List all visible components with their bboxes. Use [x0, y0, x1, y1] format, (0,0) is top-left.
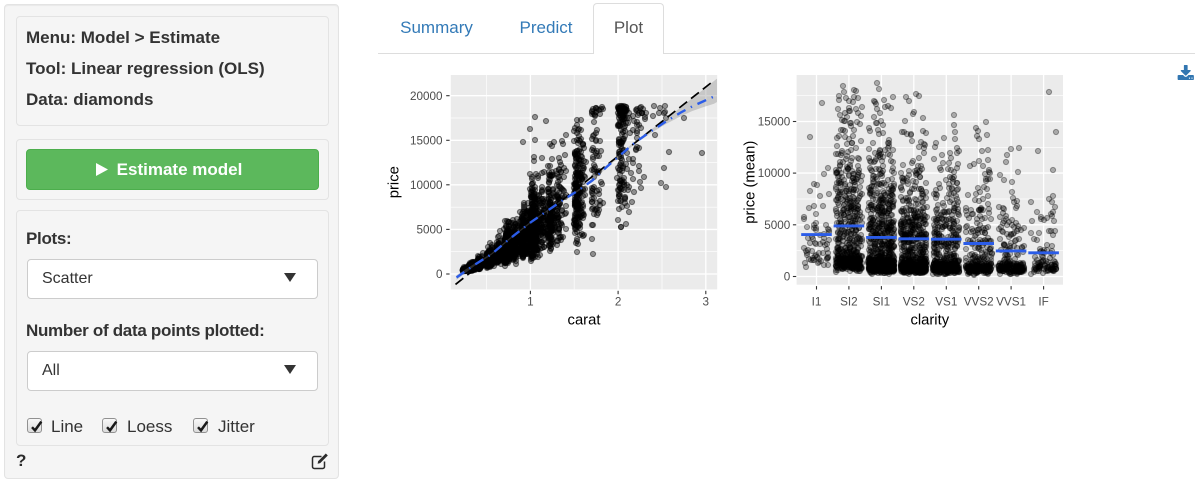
svg-text:price: price — [387, 166, 403, 198]
svg-text:VVS1: VVS1 — [996, 296, 1026, 309]
svg-text:SI1: SI1 — [873, 296, 891, 309]
svg-text:carat: carat — [568, 313, 601, 329]
svg-text:IF: IF — [1038, 296, 1048, 309]
svg-text:I1: I1 — [812, 296, 822, 309]
svg-text:10000: 10000 — [410, 179, 443, 192]
svg-text:15000: 15000 — [758, 116, 791, 129]
svg-text:VS1: VS1 — [935, 296, 957, 309]
svg-text:price (mean): price (mean) — [743, 141, 759, 224]
svg-text:15000: 15000 — [410, 134, 443, 147]
svg-text:1: 1 — [527, 296, 534, 309]
svg-text:3: 3 — [703, 296, 710, 309]
svg-text:5000: 5000 — [764, 219, 791, 232]
svg-text:VS2: VS2 — [903, 296, 925, 309]
svg-text:0: 0 — [784, 271, 791, 284]
svg-text:0: 0 — [436, 268, 443, 281]
svg-text:clarity: clarity — [910, 313, 949, 329]
svg-text:SI2: SI2 — [840, 296, 858, 309]
svg-text:20000: 20000 — [410, 90, 443, 103]
svg-text:2: 2 — [615, 296, 622, 309]
svg-text:5000: 5000 — [416, 224, 443, 237]
svg-text:VVS2: VVS2 — [964, 296, 994, 309]
svg-text:10000: 10000 — [758, 167, 791, 180]
